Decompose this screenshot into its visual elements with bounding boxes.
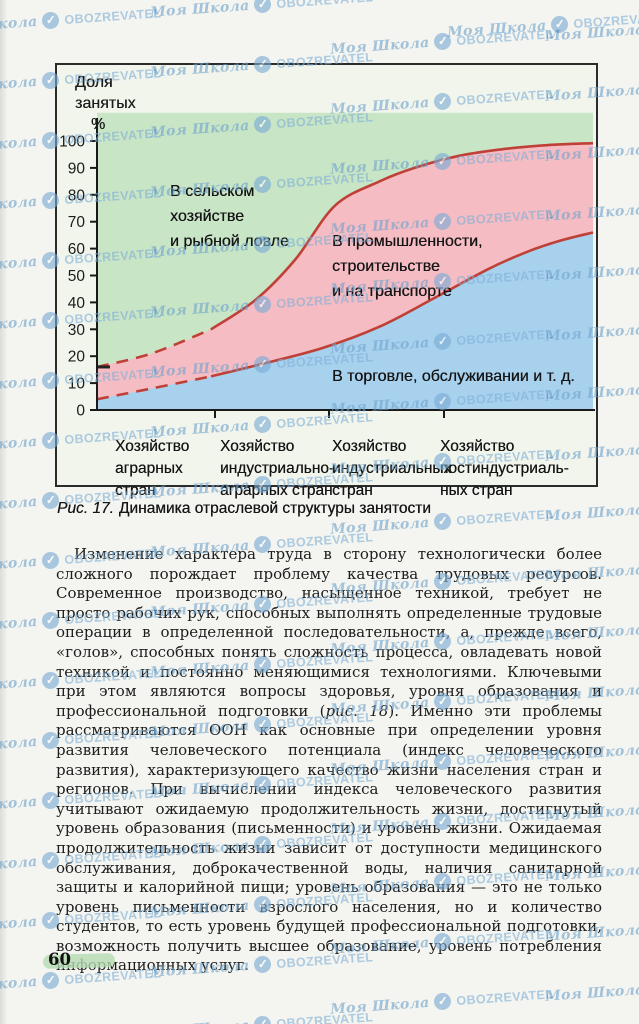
y-axis-unit: %: [91, 116, 106, 133]
watermark-obozrevatel-text: OBOZREVATEL: [275, 0, 374, 11]
watermark-moya-shkola-text: Моя Школа: [0, 973, 39, 996]
y-tick-label: 40: [68, 295, 86, 312]
y-tick-label: 100: [59, 134, 85, 151]
watermark-moya-shkola-text: Моя Школа: [0, 253, 39, 276]
region-services: [97, 232, 593, 410]
region-label-agriculture: В сельском хозяйстве и рыбной ловле: [170, 183, 289, 250]
watermark-obozrevatel-text: OBOZREVATEL: [275, 1009, 374, 1024]
figure-caption-number: Рис. 17.: [57, 500, 114, 517]
figure-caption: Рис. 17. Динамика отраслевой структуры за…: [57, 500, 431, 518]
watermark-moya-shkola-text: Моя Школа: [329, 994, 431, 1018]
watermark-moya-shkola-text: Моя Школа: [544, 501, 639, 525]
x-category-label: Хозяйство постиндустриаль-ных стран: [440, 438, 569, 499]
obozrevatel-logo-icon: ✓: [433, 992, 453, 1011]
watermark-moya-shkola-text: Моя Школа: [0, 313, 39, 336]
watermark: Моя Школа✓OBOZREVATEL: [545, 12, 639, 45]
obozrevatel-logo-icon: ✓: [433, 512, 453, 531]
y-tick-label: 60: [68, 241, 86, 258]
y-tick-label: 80: [68, 187, 86, 204]
obozrevatel-logo-icon: ✓: [433, 32, 453, 51]
watermark-moya-shkola-text: Моя Школа: [0, 853, 39, 876]
watermark-moya-shkola-text: Моя Школа: [0, 913, 39, 936]
watermark-moya-shkola-text: Моя Школа: [446, 17, 548, 41]
region-label-services: В торговле, обслуживании и т. д.: [332, 368, 575, 385]
y-tick-label: 50: [68, 268, 86, 285]
watermark: Моя Школа✓OBOZREVATEL: [447, 8, 639, 41]
figure-reference: рис. 18: [325, 701, 389, 720]
x-category-label: Хозяйство аграрных стран: [115, 438, 190, 499]
watermark-obozrevatel-text: OBOZREVATEL: [455, 506, 554, 528]
watermark-moya-shkola-text: Моя Школа: [0, 793, 39, 816]
watermark-moya-shkola-text: Моя Школа: [544, 981, 639, 1005]
x-category-label: Хозяйство индустриально-аграрных стран: [220, 438, 335, 499]
figure-caption-text: Динамика отраслевой структуры занятости: [118, 500, 431, 517]
watermark: Моя Школа✓OBOZREVATEL: [0, 4, 162, 37]
watermark-obozrevatel-text: OBOZREVATEL: [455, 986, 554, 1008]
watermark-moya-shkola-text: Моя Школа: [329, 34, 431, 58]
watermark-moya-shkola-text: Моя Школа: [0, 493, 39, 516]
y-axis-title-line: Доля: [75, 74, 113, 91]
watermark-moya-shkola-text: Моя Школа: [149, 0, 251, 21]
watermark-moya-shkola-text: Моя Школа: [0, 613, 39, 636]
watermark: Моя Школа✓OBOZREVATEL: [330, 25, 554, 58]
watermark-moya-shkola-text: Моя Школа: [0, 373, 39, 396]
figure-17-chart: 100 90 80 70 60 50 40 30 20 10 0 Доля занятых % В …: [55, 63, 598, 499]
y-axis-title-line: занятых: [75, 95, 136, 112]
watermark-moya-shkola-text: Моя Школа: [150, 1017, 250, 1024]
watermark-moya-shkola-text: Моя Школа: [0, 733, 39, 756]
y-axis-title: Доля занятых %: [75, 72, 136, 135]
page-number-block: 60: [42, 950, 138, 972]
watermark-moya-shkola-text: Моя Школа: [0, 553, 39, 576]
watermark-moya-shkola-text: Моя Школа: [0, 673, 39, 696]
obozrevatel-logo-icon: ✓: [253, 0, 273, 14]
watermark-obozrevatel-text: OBOZREVATEL: [455, 26, 554, 48]
body-paragraph: Изменение характера труда в сторону техн…: [56, 545, 602, 976]
y-tick-label: 30: [68, 322, 86, 339]
boundary-industry-services-solid: [210, 231, 594, 378]
watermark: Моя Школа✓OBOZREVATEL: [330, 985, 554, 1018]
watermark-moya-shkola-text: Моя Школа: [0, 133, 39, 156]
y-tick-label: 0: [76, 403, 85, 420]
boundary-agriculture-industry-dashed: [96, 328, 212, 369]
watermark-moya-shkola-text: Моя Школа: [544, 21, 639, 45]
obozrevatel-logo-icon: ✓: [253, 1015, 273, 1024]
watermark: Моя Школа✓OBOZREVATEL: [150, 0, 374, 21]
watermark-obozrevatel-text: OBOZREVATEL: [572, 9, 639, 31]
y-tick-label: 10: [68, 376, 86, 393]
x-category-label: Хозяйство индустриальных стран: [332, 438, 452, 499]
watermark-obozrevatel-text: OBOZREVATEL: [63, 5, 162, 27]
obozrevatel-logo-icon: ✓: [550, 15, 570, 34]
page-number: 60: [48, 950, 71, 969]
obozrevatel-logo-icon: ✓: [41, 11, 61, 30]
watermark-moya-shkola-text: Моя Школа: [0, 433, 39, 456]
paragraph-text: ). Именно эти проблемы рассматриваются О…: [56, 701, 602, 975]
watermark-moya-shkola-text: Моя Школа: [0, 193, 39, 216]
y-tick-label: 70: [68, 214, 86, 231]
watermark-moya-shkola-text: Моя Школа: [0, 73, 39, 96]
boundary-agriculture-industry-solid: [210, 141, 594, 331]
paragraph-text: Изменение характера труда в сторону техн…: [56, 545, 602, 720]
y-tick-label: 20: [68, 349, 86, 366]
watermark: Моя Школа✓OBOZREVATEL: [150, 1008, 374, 1024]
region-label-industry: В промышленности, строительстве и на транс…: [332, 233, 483, 300]
y-tick-label: 90: [68, 160, 86, 177]
watermark: Моя Школа✓OBOZREVATEL: [545, 972, 639, 1005]
watermark-moya-shkola-text: Моя Школа: [0, 13, 39, 36]
boundary-industry-services-dashed: [96, 375, 212, 401]
